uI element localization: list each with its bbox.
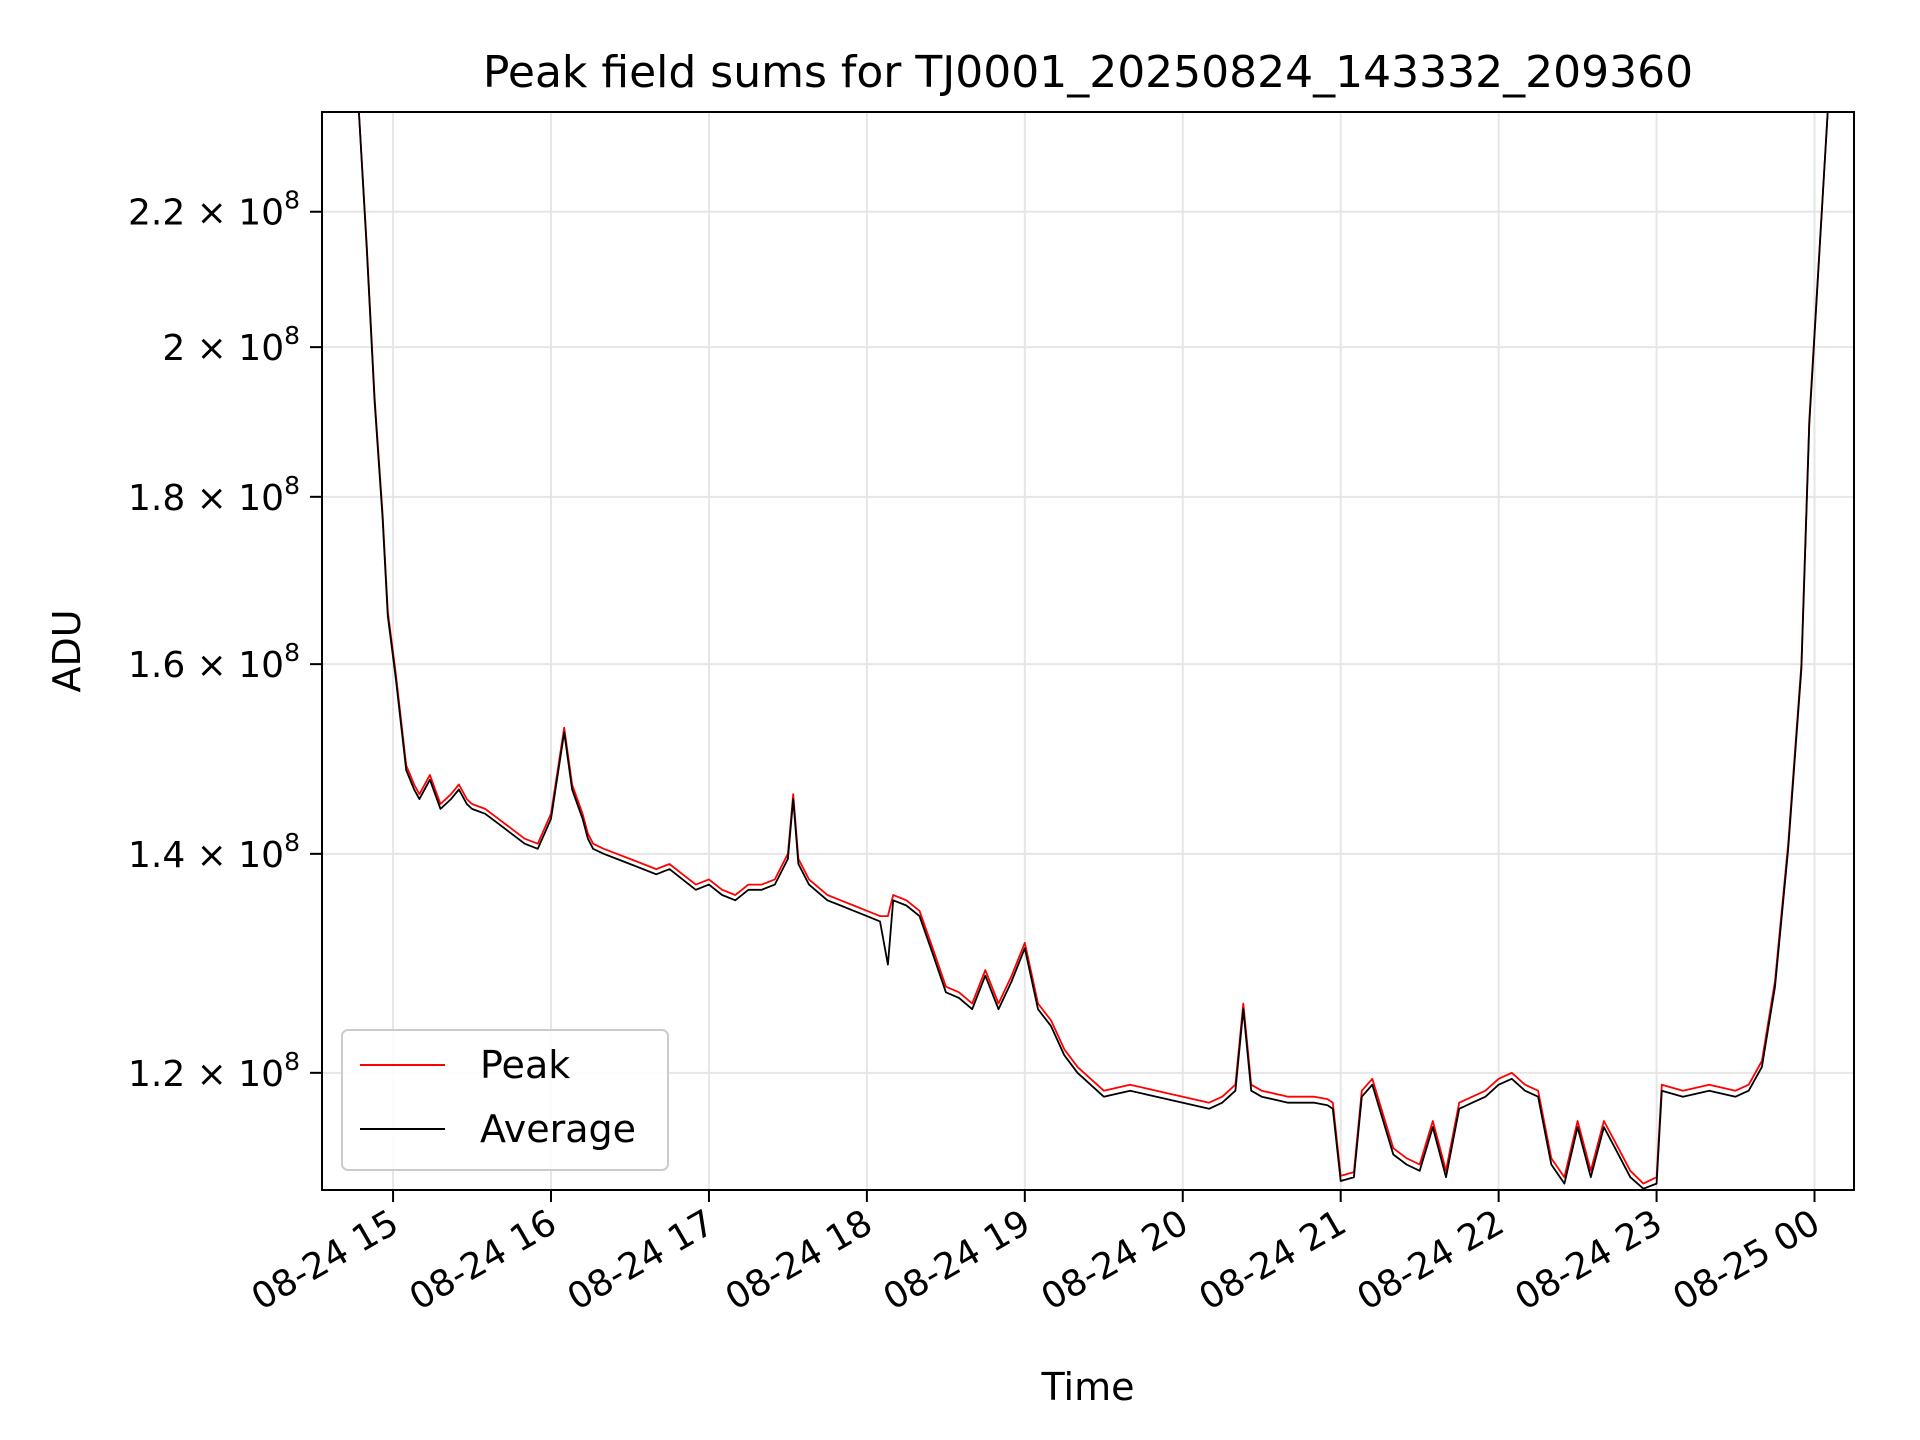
y-axis-label: ADU — [45, 609, 89, 692]
series-line-average — [358, 112, 1829, 1190]
chart-title: Peak field sums for TJ0001_20250824_1433… — [483, 47, 1693, 98]
y-tick-label: 1.2 × 108 — [128, 1047, 300, 1095]
series-group — [358, 112, 1829, 1190]
legend-label-peak: Peak — [480, 1043, 570, 1087]
legend: Peak Average — [341, 1029, 669, 1171]
series-line-peak — [358, 112, 1829, 1185]
y-tick-label: 2.2 × 108 — [128, 186, 300, 234]
y-tick-label: 1.8 × 108 — [128, 471, 300, 519]
plot-frame — [321, 111, 1855, 1191]
grid — [322, 112, 1854, 1190]
x-axis-label: Time — [1041, 1365, 1135, 1409]
y-tick-label: 2 × 108 — [162, 321, 300, 369]
y-tick-label: 1.4 × 108 — [128, 828, 300, 876]
legend-label-average: Average — [480, 1107, 636, 1151]
y-tick-label: 1.6 × 108 — [128, 638, 300, 686]
y-axis: 1.2 × 108 1.4 × 108 1.6 × 108 1.8 × 108 2 × … — [128, 186, 322, 1095]
